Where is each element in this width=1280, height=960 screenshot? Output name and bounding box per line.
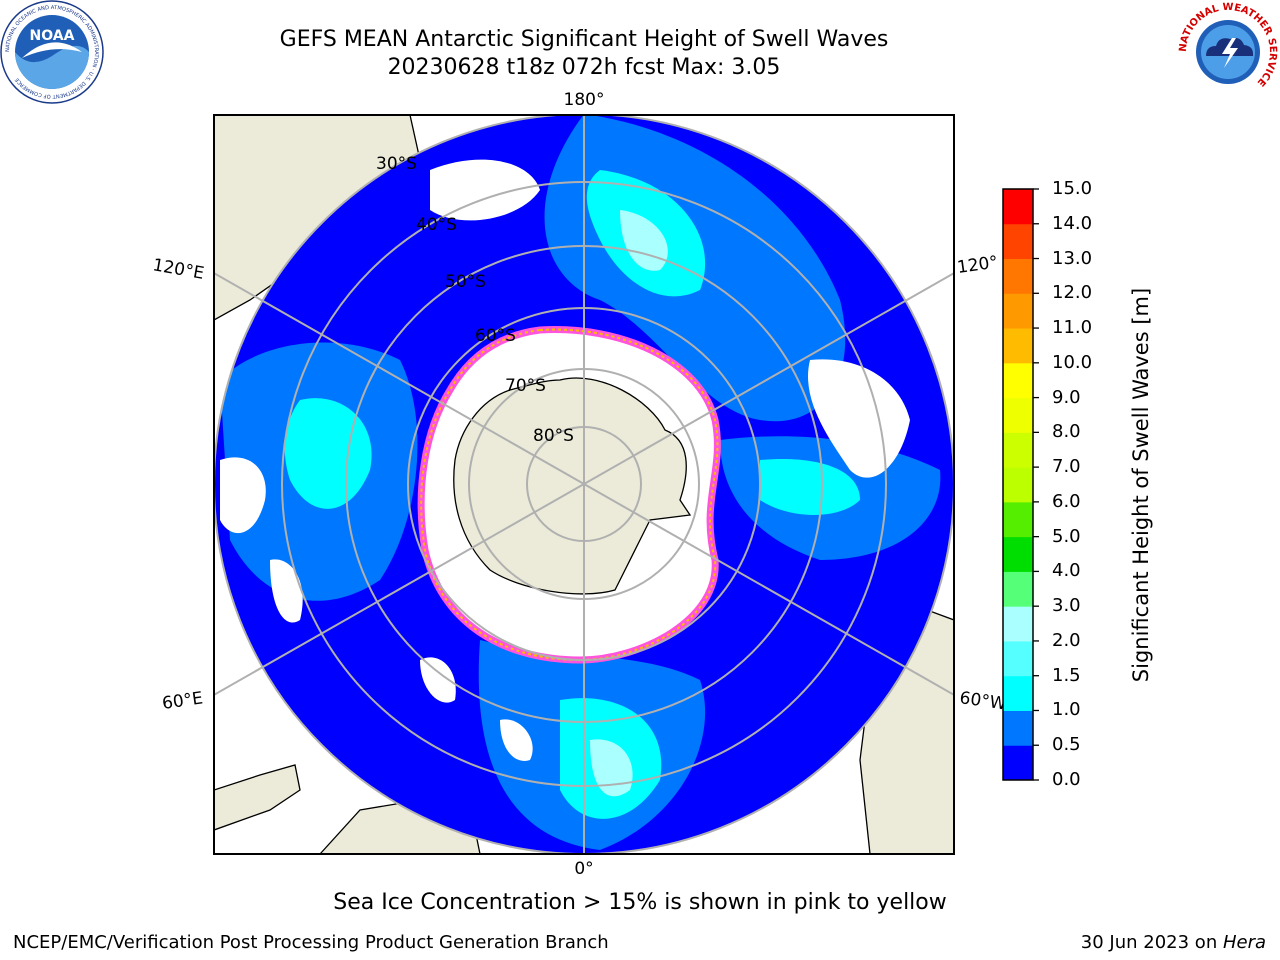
- map-subtitle: 20230628 t18z 072h fcst Max: 3.05: [387, 55, 781, 80]
- colorbar-band: [1003, 328, 1033, 364]
- colorbar-tick-label: 10.0: [1052, 351, 1093, 373]
- colorbar-tick-label: 1.5: [1052, 664, 1081, 686]
- colorbar-tick-label: 11.0: [1052, 317, 1093, 339]
- lon-label-120e: 120°E: [151, 255, 205, 284]
- colorbar-tick-label: 2.0: [1052, 629, 1081, 651]
- colorbar-band: [1003, 397, 1033, 433]
- colorbar-tick-marks: [1033, 188, 1039, 781]
- lon-label-60e: 60°E: [161, 688, 204, 713]
- lon-label-60w: 60°W: [958, 688, 1007, 714]
- colorbar-band: [1003, 432, 1033, 468]
- meridian-lines: [214, 115, 954, 854]
- colorbar-band: [1003, 640, 1033, 677]
- colorbar-band: [1003, 501, 1033, 538]
- colorbar-tick-label: 15.0: [1052, 178, 1093, 199]
- colorbar-tick-label: 9.0: [1052, 386, 1081, 408]
- colorbar-band: [1003, 223, 1033, 260]
- lat-label-30s: 30°S: [376, 154, 417, 174]
- colorbar-label: Significant Height of Swell Waves [m]: [1129, 287, 1153, 683]
- lat-label-60s: 60°S: [475, 326, 516, 346]
- colorbar-tick-label: 6.0: [1052, 490, 1081, 512]
- colorbar-band: [1003, 467, 1033, 503]
- colorbar-band: [1003, 362, 1033, 399]
- lat-label-50s: 50°S: [445, 272, 486, 292]
- lat-label-70s: 70°S: [505, 376, 546, 396]
- colorbar-band: [1003, 675, 1033, 711]
- nws-logo: NATIONAL WEATHER SERVICE: [1178, 2, 1278, 102]
- colorbar: [1003, 189, 1033, 781]
- lon-label-180: 180°: [564, 90, 605, 110]
- machine-name: Hera: [1222, 932, 1266, 953]
- land-madagascar: [214, 764, 301, 831]
- colorbar-band: [1003, 606, 1033, 642]
- colorbar-tick-label: 4.0: [1052, 560, 1081, 582]
- sea-ice-footnote: Sea Ice Concentration > 15% is shown in …: [333, 890, 947, 915]
- colorbar-tick-label: 7.0: [1052, 456, 1081, 478]
- colorbar-frame: [1002, 188, 1034, 781]
- colorbar-tick-label: 14.0: [1052, 212, 1093, 234]
- colorbar-band: [1003, 189, 1033, 225]
- producer-credit: NCEP/EMC/Verification Post Processing Pr…: [13, 932, 609, 953]
- lat-label-80s: 80°S: [533, 426, 574, 446]
- land-antarctica: [453, 377, 692, 595]
- lon-label-0: 0°: [574, 859, 593, 879]
- colorbar-band: [1003, 571, 1033, 607]
- colorbar-tick-label: 0.0: [1052, 769, 1081, 790]
- map-title: GEFS MEAN Antarctic Significant Height o…: [279, 27, 889, 52]
- colorbar-band: [1003, 745, 1033, 781]
- colorbar-tick-label: 0.5: [1052, 734, 1081, 756]
- lat-label-40s: 40°S: [416, 215, 457, 235]
- colorbar-band: [1003, 258, 1033, 294]
- colorbar-tick-label: 13.0: [1052, 247, 1093, 269]
- noaa-logo-text: NOAA: [30, 28, 75, 44]
- colorbar-tick-label: 8.0: [1052, 421, 1081, 443]
- colorbar-tick-label: 1.0: [1052, 699, 1081, 721]
- colorbar-tick-label: 3.0: [1052, 595, 1081, 617]
- colorbar-band: [1003, 710, 1033, 746]
- colorbar-tick-label: 12.0: [1052, 282, 1093, 304]
- colorbar-band: [1003, 293, 1033, 329]
- run-date-credit: 30 Jun 2023 on Hera: [1080, 932, 1266, 953]
- colorbar-band: [1003, 536, 1033, 572]
- colorbar-tick-label: 5.0: [1052, 525, 1081, 547]
- noaa-logo: NATIONAL OCEANIC AND ATMOSPHERIC ADMINIS…: [0, 0, 104, 104]
- map-frame: [213, 114, 955, 855]
- lon-label-120w: 120°: [956, 252, 999, 278]
